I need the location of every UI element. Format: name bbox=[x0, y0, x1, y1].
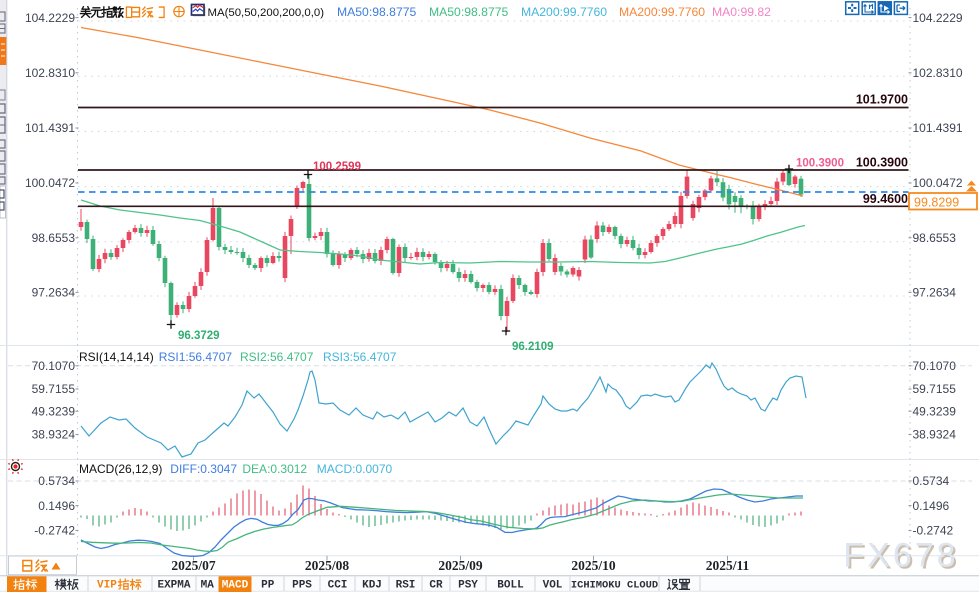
svg-text:MA0:99.82: MA0:99.82 bbox=[712, 5, 771, 19]
svg-text:EXPMA: EXPMA bbox=[157, 579, 190, 591]
svg-text:98.6553: 98.6553 bbox=[913, 231, 957, 245]
svg-text:2025/11: 2025/11 bbox=[706, 558, 750, 573]
svg-text:2025/08: 2025/08 bbox=[305, 558, 350, 573]
svg-text:38.9324: 38.9324 bbox=[913, 428, 957, 442]
svg-text:2025/07: 2025/07 bbox=[171, 558, 216, 573]
svg-text:0.1496: 0.1496 bbox=[913, 499, 950, 513]
svg-text:PPS: PPS bbox=[292, 579, 312, 591]
svg-text:MA200:99.7760: MA200:99.7760 bbox=[619, 5, 705, 19]
svg-text:CR: CR bbox=[429, 579, 443, 591]
svg-text:-0.2742: -0.2742 bbox=[34, 524, 75, 538]
svg-text:RSI3:56.4707: RSI3:56.4707 bbox=[323, 350, 397, 364]
svg-text:RSI1:56.4707: RSI1:56.4707 bbox=[159, 350, 233, 364]
svg-text:KDJ: KDJ bbox=[362, 579, 382, 591]
svg-text:0.1496: 0.1496 bbox=[38, 499, 75, 513]
svg-text:98.6553: 98.6553 bbox=[32, 231, 76, 245]
svg-text:RSI2:56.4707: RSI2:56.4707 bbox=[240, 350, 314, 364]
svg-text:VOL: VOL bbox=[543, 579, 563, 591]
svg-text:CCI: CCI bbox=[328, 579, 348, 591]
svg-text:101.9700: 101.9700 bbox=[856, 93, 908, 107]
svg-text:70.1070: 70.1070 bbox=[32, 359, 76, 373]
svg-text:96.3729: 96.3729 bbox=[178, 330, 220, 342]
svg-text:FX678: FX678 bbox=[845, 539, 960, 577]
svg-text:97.2634: 97.2634 bbox=[913, 286, 957, 300]
svg-text:RSI(14,14,14): RSI(14,14,14) bbox=[79, 350, 154, 364]
svg-text:96.2109: 96.2109 bbox=[512, 341, 554, 353]
svg-text:PP: PP bbox=[261, 579, 275, 591]
svg-text:MA50:98.8775: MA50:98.8775 bbox=[337, 5, 417, 19]
svg-text:RSI: RSI bbox=[396, 579, 416, 591]
svg-text:100.3900: 100.3900 bbox=[856, 156, 908, 170]
svg-text:99.8299: 99.8299 bbox=[914, 195, 959, 209]
svg-text:VIP: VIP bbox=[97, 579, 117, 591]
svg-text:DEA:0.3012: DEA:0.3012 bbox=[242, 462, 307, 476]
svg-text:49.3239: 49.3239 bbox=[913, 404, 957, 418]
svg-text:100.2599: 100.2599 bbox=[313, 161, 361, 173]
svg-text:MA50:98.8775: MA50:98.8775 bbox=[429, 5, 509, 19]
svg-text:99.4600: 99.4600 bbox=[863, 192, 908, 206]
svg-text:101.4391: 101.4391 bbox=[913, 121, 963, 135]
svg-text:102.8310: 102.8310 bbox=[25, 66, 75, 80]
svg-text:BOLL: BOLL bbox=[497, 579, 524, 591]
svg-text:101.4391: 101.4391 bbox=[25, 121, 75, 135]
svg-text:DIFF:0.3047: DIFF:0.3047 bbox=[170, 462, 237, 476]
svg-text:2025/09: 2025/09 bbox=[438, 558, 483, 573]
svg-text:0.5734: 0.5734 bbox=[38, 474, 75, 488]
svg-text:59.7155: 59.7155 bbox=[913, 382, 957, 396]
svg-text:100.0472: 100.0472 bbox=[25, 176, 75, 190]
svg-text:PSY: PSY bbox=[458, 579, 478, 591]
svg-text:2025/10: 2025/10 bbox=[571, 558, 616, 573]
svg-text:59.7155: 59.7155 bbox=[32, 382, 76, 396]
svg-text:MACD(26,12,9): MACD(26,12,9) bbox=[79, 462, 162, 476]
svg-text:38.9324: 38.9324 bbox=[32, 428, 76, 442]
svg-text:FX678: FX678 bbox=[843, 537, 958, 575]
svg-text:100.3900: 100.3900 bbox=[796, 158, 844, 170]
svg-text:MACD: MACD bbox=[222, 579, 249, 591]
svg-text:MA: MA bbox=[201, 579, 215, 591]
svg-text:70.1070: 70.1070 bbox=[913, 359, 957, 373]
svg-text:102.8310: 102.8310 bbox=[913, 66, 963, 80]
svg-text:104.2229: 104.2229 bbox=[913, 11, 963, 25]
svg-text:ICHIMOKU CLOUD: ICHIMOKU CLOUD bbox=[571, 579, 658, 591]
svg-text:MA(50,50,200,200,0,0): MA(50,50,200,200,0,0) bbox=[208, 7, 325, 19]
svg-text:49.3239: 49.3239 bbox=[32, 404, 76, 418]
svg-text:0.5734: 0.5734 bbox=[913, 474, 950, 488]
svg-text:-0.2742: -0.2742 bbox=[913, 524, 954, 538]
svg-text:104.2229: 104.2229 bbox=[25, 11, 75, 25]
svg-text:97.2634: 97.2634 bbox=[32, 286, 76, 300]
svg-text:MACD:0.0070: MACD:0.0070 bbox=[317, 462, 393, 476]
svg-text:100.0472: 100.0472 bbox=[913, 176, 963, 190]
svg-text:MA200:99.7760: MA200:99.7760 bbox=[521, 5, 607, 19]
